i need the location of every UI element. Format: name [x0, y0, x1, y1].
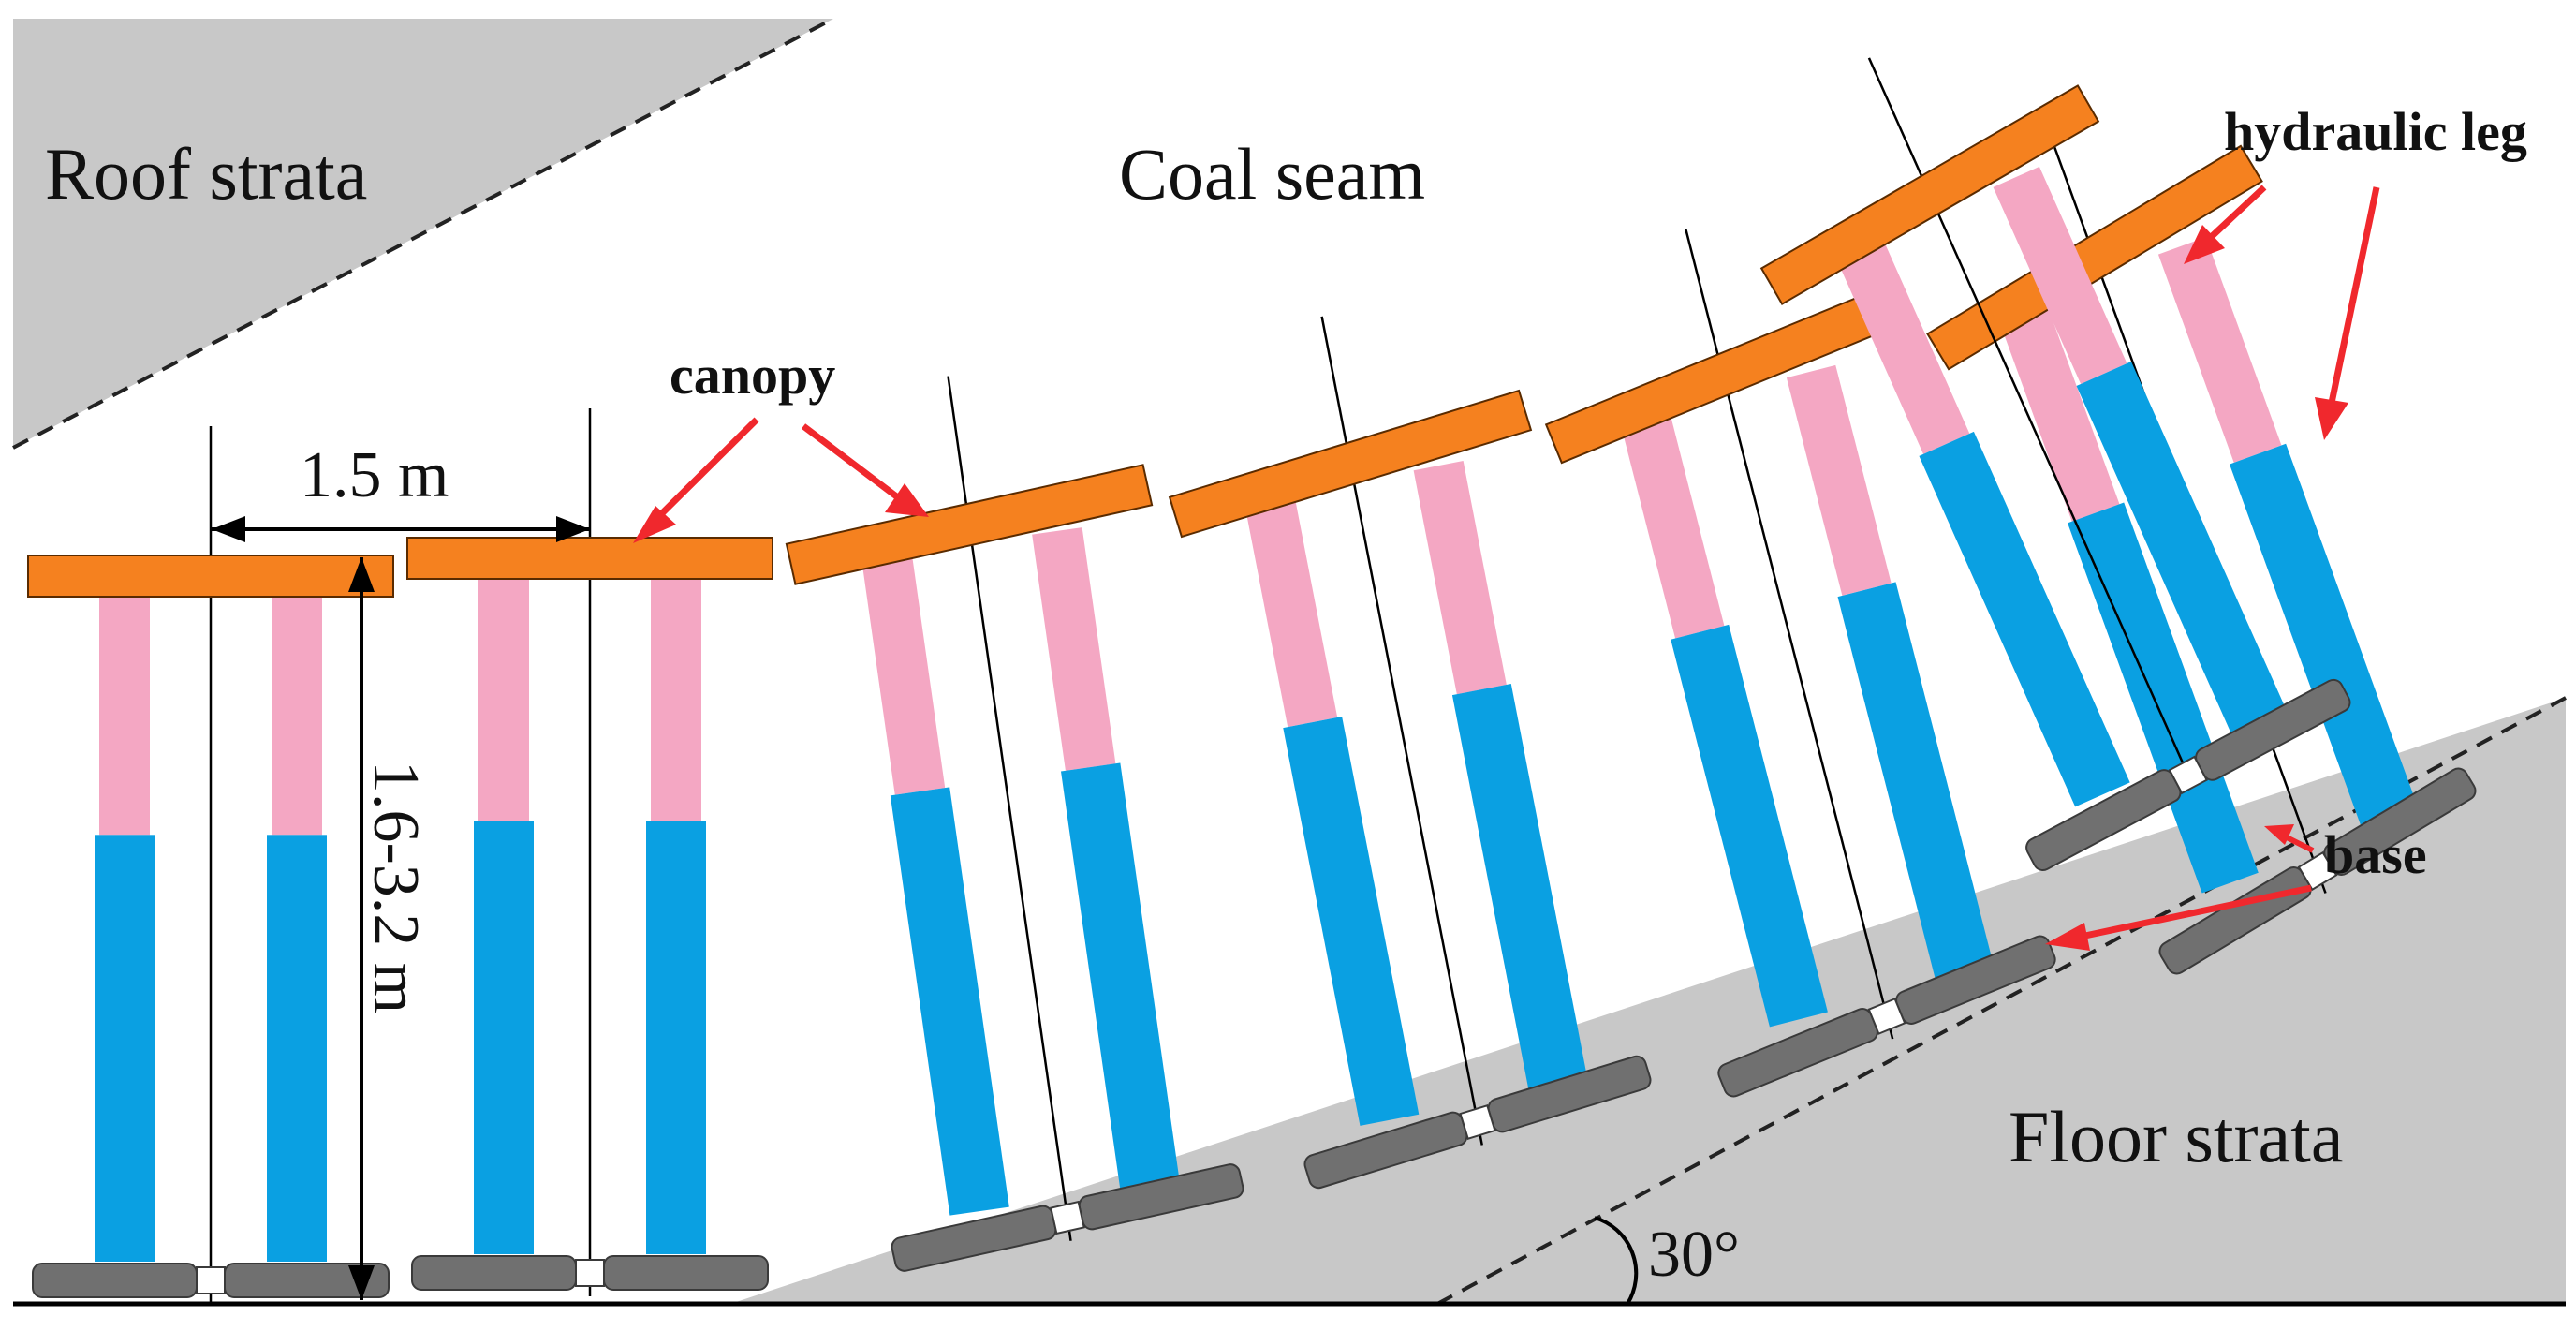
annotation-arrows: [633, 185, 2380, 951]
roof-strata-label: Roof strata: [45, 133, 367, 214]
canopy-arrow-right: [801, 423, 929, 517]
leg-upper-stage: [1619, 407, 1725, 639]
support-base: [32, 1263, 390, 1298]
canopy-label: canopy: [670, 345, 835, 406]
leg-upper-stage: [1993, 166, 2127, 384]
base-plate-left: [411, 1255, 577, 1291]
canopy-beam: [406, 537, 773, 580]
leg-upper-stage: [1995, 295, 2120, 522]
base-plate-right: [603, 1255, 769, 1291]
hydraulic-leg: [267, 595, 327, 1262]
support-base: [2025, 678, 2351, 871]
leg-upper-stage: [99, 595, 150, 836]
base-arrow-upper: [2264, 824, 2315, 853]
height-label: 1.6-3.2 m: [360, 761, 432, 1013]
hydraulic-leg: [861, 551, 1009, 1216]
leg-upper-stage: [861, 551, 946, 795]
floor-strata-boundary: [1436, 696, 2567, 1306]
supports-group: [27, 57, 2477, 1304]
base-connector: [2168, 755, 2208, 795]
leg-lower-stage: [2229, 443, 2421, 835]
leg-upper-stage: [1786, 364, 1892, 596]
hydraulic-support-6: [1926, 116, 2477, 975]
hydraulic-leg-label: hydraulic leg: [2224, 101, 2527, 162]
hydraulic-leg: [1995, 295, 2259, 894]
hydraulic-leg: [646, 577, 706, 1254]
leg-lower-stage: [1283, 716, 1420, 1126]
hydraulic-leg: [1413, 461, 1588, 1093]
height-dimension: [348, 557, 375, 1300]
hydraulic-leg: [1244, 493, 1420, 1126]
canopy-arrow-left: [633, 417, 759, 543]
leg-upper-stage: [478, 577, 529, 821]
support-base: [411, 1255, 769, 1291]
coal-seam-label: Coal seam: [1119, 133, 1425, 214]
hydraulic-support-2: [406, 408, 773, 1296]
base-connector: [2297, 850, 2338, 892]
roof-strata-boundary: [12, 17, 834, 450]
hydraulic-support-4: [1168, 316, 1652, 1190]
hydraulic-support-7: [1759, 57, 2351, 871]
leg-upper-stage: [272, 595, 322, 836]
leg-upper-stage: [651, 577, 701, 821]
hydraulic-leg: [1786, 364, 1995, 984]
canopy-beam: [27, 555, 394, 598]
hydraulic-support-1: [27, 426, 394, 1304]
base-connector: [196, 1266, 226, 1294]
leg-upper-stage: [1835, 236, 1970, 454]
hydraulic-leg: [2157, 237, 2421, 835]
canopy-beam: [1759, 84, 2100, 305]
hydraulic-leg: [1619, 407, 1828, 1028]
floor-strata-region: [730, 698, 2566, 1304]
leg-lower-stage: [2076, 361, 2288, 737]
base-label: base: [2324, 824, 2427, 885]
leg-lower-stage: [646, 821, 706, 1254]
hydraulic-leg: [1835, 236, 2130, 807]
hydraulic-leg-arrow-upper: [2184, 185, 2267, 264]
leg-lower-stage: [1060, 762, 1180, 1191]
leg-upper-stage: [1244, 493, 1338, 728]
support-base: [1717, 935, 2056, 1098]
base-connector: [1867, 998, 1906, 1035]
hydraulic-leg: [474, 577, 534, 1254]
leg-lower-stage: [2068, 502, 2259, 894]
canopy-beam: [1926, 144, 2263, 371]
hydraulic-leg-arrow-lower: [2315, 186, 2380, 440]
canopy-beam: [1168, 389, 1533, 539]
leg-upper-stage: [1032, 527, 1116, 771]
support-base: [1303, 1055, 1652, 1190]
canopy-beam: [785, 464, 1154, 585]
leg-lower-stage: [1671, 624, 1828, 1028]
leg-lower-stage: [474, 821, 534, 1254]
leg-lower-stage: [95, 835, 155, 1262]
base-connector: [575, 1259, 605, 1287]
hydraulic-support-5: [1544, 229, 2056, 1098]
hydraulic-support-3: [785, 376, 1244, 1272]
hydraulic-leg: [95, 595, 155, 1262]
leg-lower-stage: [1451, 684, 1588, 1093]
hydraulic-leg: [1032, 527, 1180, 1191]
leg-lower-stage: [890, 787, 1009, 1216]
base-connector: [1459, 1103, 1496, 1141]
base-connector: [1050, 1200, 1085, 1235]
base-arrow-lower: [2045, 884, 2312, 951]
leg-upper-stage: [1413, 461, 1507, 695]
support-base: [891, 1163, 1244, 1272]
leg-lower-stage: [267, 835, 327, 1262]
leg-lower-stage: [1837, 582, 1995, 984]
spacing-label: 1.5 m: [300, 439, 449, 511]
angle-arc: [1594, 1216, 1639, 1306]
leg-upper-stage: [2157, 237, 2282, 463]
floor-strata-label: Floor strata: [2009, 1096, 2343, 1177]
leg-lower-stage: [1919, 431, 2130, 807]
hydraulic-leg: [1993, 166, 2288, 737]
angle-label: 30°: [1648, 1219, 1740, 1291]
spacing-dimension: [212, 516, 590, 542]
base-plate-left: [32, 1263, 198, 1298]
